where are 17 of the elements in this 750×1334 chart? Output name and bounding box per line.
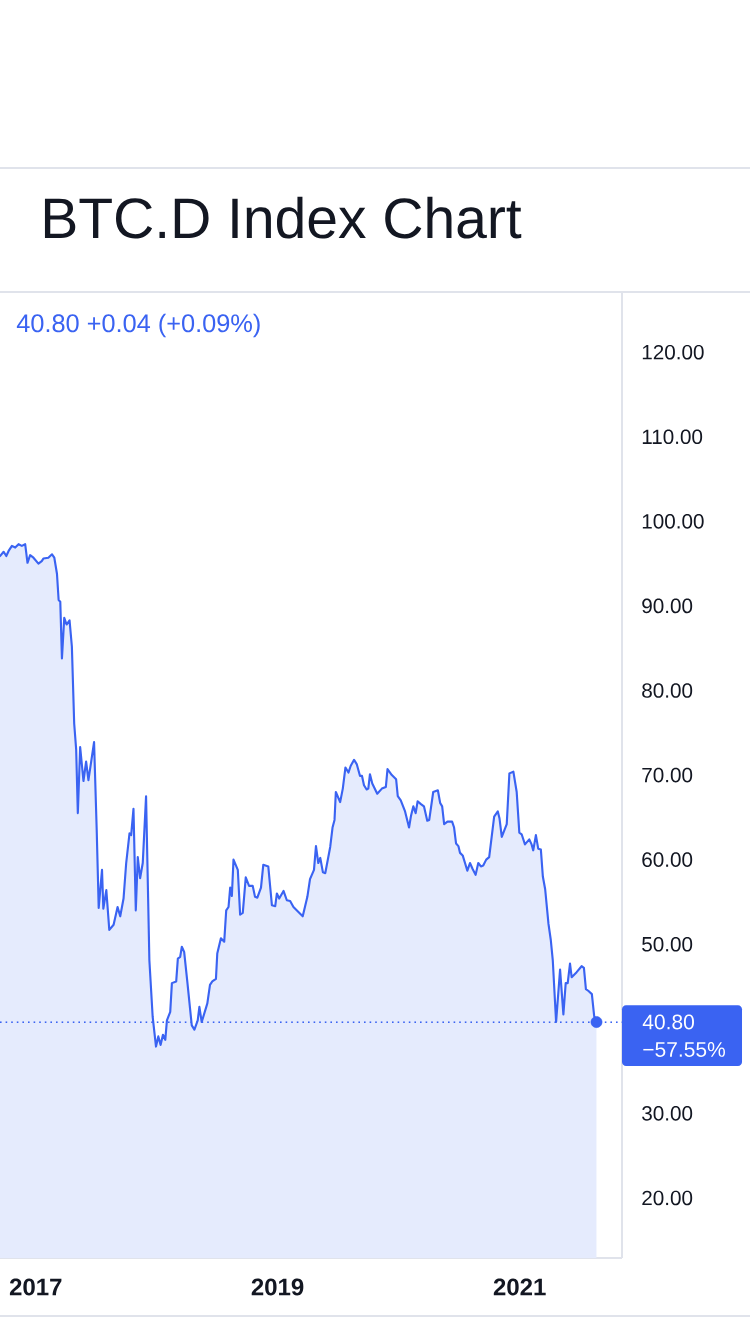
x-tick-label: 2017 bbox=[9, 1278, 62, 1296]
y-tick-label: 20.00 bbox=[642, 1190, 693, 1206]
x-tick-label: 2021 bbox=[493, 1278, 546, 1296]
ref-line-label: 40.80 bbox=[642, 1014, 694, 1030]
y-tick-label: 90.00 bbox=[642, 598, 693, 614]
x-tick-label: 2019 bbox=[251, 1278, 304, 1296]
y-tick-label: 60.00 bbox=[642, 852, 693, 867]
text: −57.55% bbox=[643, 1042, 725, 1057]
text: 40.80 +0.04 (+0.09%) bbox=[16, 313, 260, 338]
y-tick-label: 110.00 bbox=[642, 429, 703, 445]
y-tick-label: 50.00 bbox=[642, 936, 693, 952]
y-tick-label: 30.00 bbox=[642, 1106, 693, 1121]
y-tick-label: 100.00 bbox=[642, 514, 704, 529]
y-tick-label: 80.00 bbox=[642, 683, 693, 698]
chart-title: BTC.D Index Chart bbox=[44, 196, 522, 239]
y-tick-label: 70.00 bbox=[642, 767, 693, 783]
y-tick-label: 120.00 bbox=[642, 344, 704, 360]
